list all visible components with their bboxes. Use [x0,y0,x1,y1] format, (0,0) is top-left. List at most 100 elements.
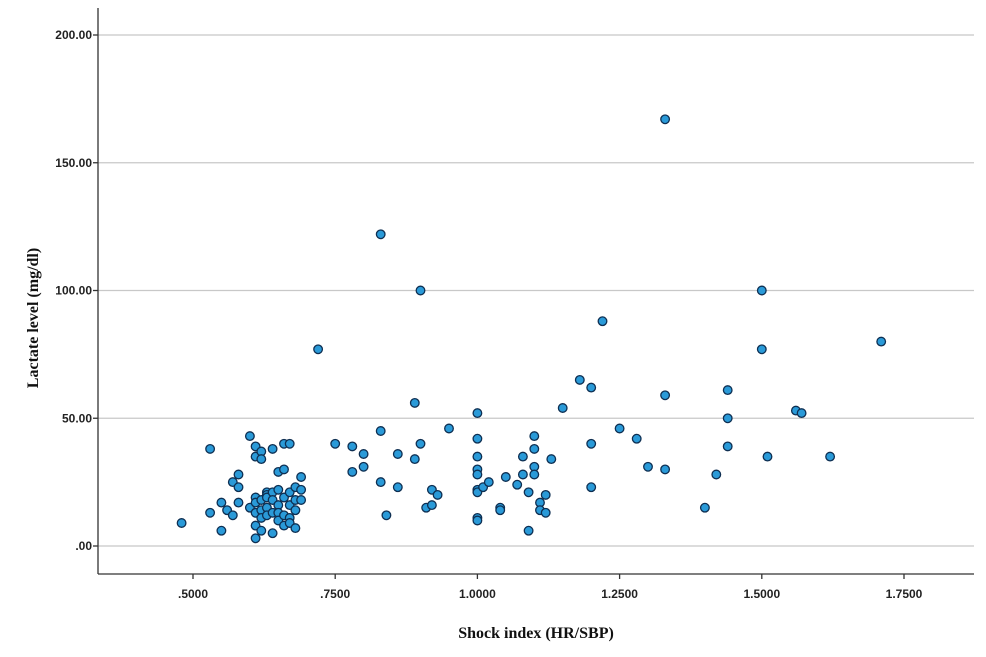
data-point [500,472,511,482]
data-point [227,510,238,521]
data-point [762,451,773,462]
data-point [699,502,710,513]
y-tick-label: 100.00 [55,284,92,298]
data-point [233,482,244,493]
data-points [176,114,887,544]
data-point [284,438,295,449]
data-point [495,505,506,516]
data-point [244,431,255,442]
x-tick-label: 1.0000 [459,587,496,601]
data-point [415,285,426,296]
y-tick-label: 150.00 [55,156,92,170]
x-tick-label: .5000 [178,587,208,601]
data-point [586,438,597,449]
data-point [290,505,301,516]
data-point [392,482,403,493]
data-point [296,484,307,495]
data-point [267,528,278,539]
data-point [796,408,807,419]
data-point [409,397,420,408]
data-point [426,500,437,511]
y-tick-label: 50.00 [62,411,92,425]
data-point [825,451,836,462]
data-point [279,464,289,475]
data-point [523,487,534,498]
data-point [722,413,733,424]
data-point [614,423,625,434]
data-point [347,466,358,477]
grid-lines [93,34,974,547]
data-point [660,464,671,475]
data-point [392,449,403,459]
data-point [256,454,267,465]
data-point [296,495,307,505]
data-point [643,461,653,472]
y-axis-title: Lactate level (mg/dl) [25,248,42,388]
data-point [330,438,341,449]
data-point [529,443,540,454]
data-point [313,344,324,355]
data-point [722,441,733,452]
x-tick-labels: .5000 .7500 1.0000 1.2500 1.5000 1.7500 [178,574,923,601]
data-point [290,523,301,534]
data-point [517,469,528,480]
x-tick-label: 1.7500 [886,587,923,601]
data-point [233,469,244,480]
data-point [381,510,392,521]
data-point [375,426,386,436]
data-point [375,229,386,240]
data-point [409,454,420,465]
data-point [483,477,494,488]
x-tick-label: 1.2500 [601,587,638,601]
data-point [472,451,483,462]
data-point [711,469,722,480]
y-tick-label: .00 [75,539,92,553]
data-point [529,431,540,442]
data-point [557,403,568,413]
data-point [250,533,261,544]
data-point [756,344,767,355]
data-point [358,461,369,472]
data-point [540,507,551,518]
data-point [347,441,358,452]
data-point [660,114,671,125]
y-tick-labels: .00 50.00 100.00 150.00 200.00 [55,28,92,553]
data-point [517,451,528,462]
data-point [586,482,597,493]
data-point [216,497,227,508]
data-point [523,525,534,536]
data-point [546,454,557,465]
data-point [472,408,483,419]
data-point [444,423,454,434]
data-point [512,479,523,490]
data-point [756,285,767,296]
data-point [597,316,608,327]
data-point [660,390,671,401]
y-tick-label: 200.00 [55,28,92,42]
data-point [267,443,278,454]
data-point [472,469,483,480]
data-point [631,433,642,444]
data-point [472,515,483,526]
data-point [273,484,284,495]
data-point [205,507,216,518]
data-point [375,477,386,488]
data-point [205,443,216,454]
axes [97,8,974,575]
data-point [529,469,540,480]
data-point [358,449,369,459]
x-tick-label: 1.5000 [743,587,780,601]
data-point [586,382,597,393]
data-point [574,374,585,385]
data-point [540,489,551,500]
data-point [876,336,887,347]
data-point [216,525,227,536]
data-point [296,472,307,482]
data-point [472,433,483,444]
data-point [233,497,244,508]
x-axis-title: Shock index (HR/SBP) [458,625,614,642]
data-point [176,518,187,528]
data-point [722,385,733,396]
data-point [432,489,443,500]
